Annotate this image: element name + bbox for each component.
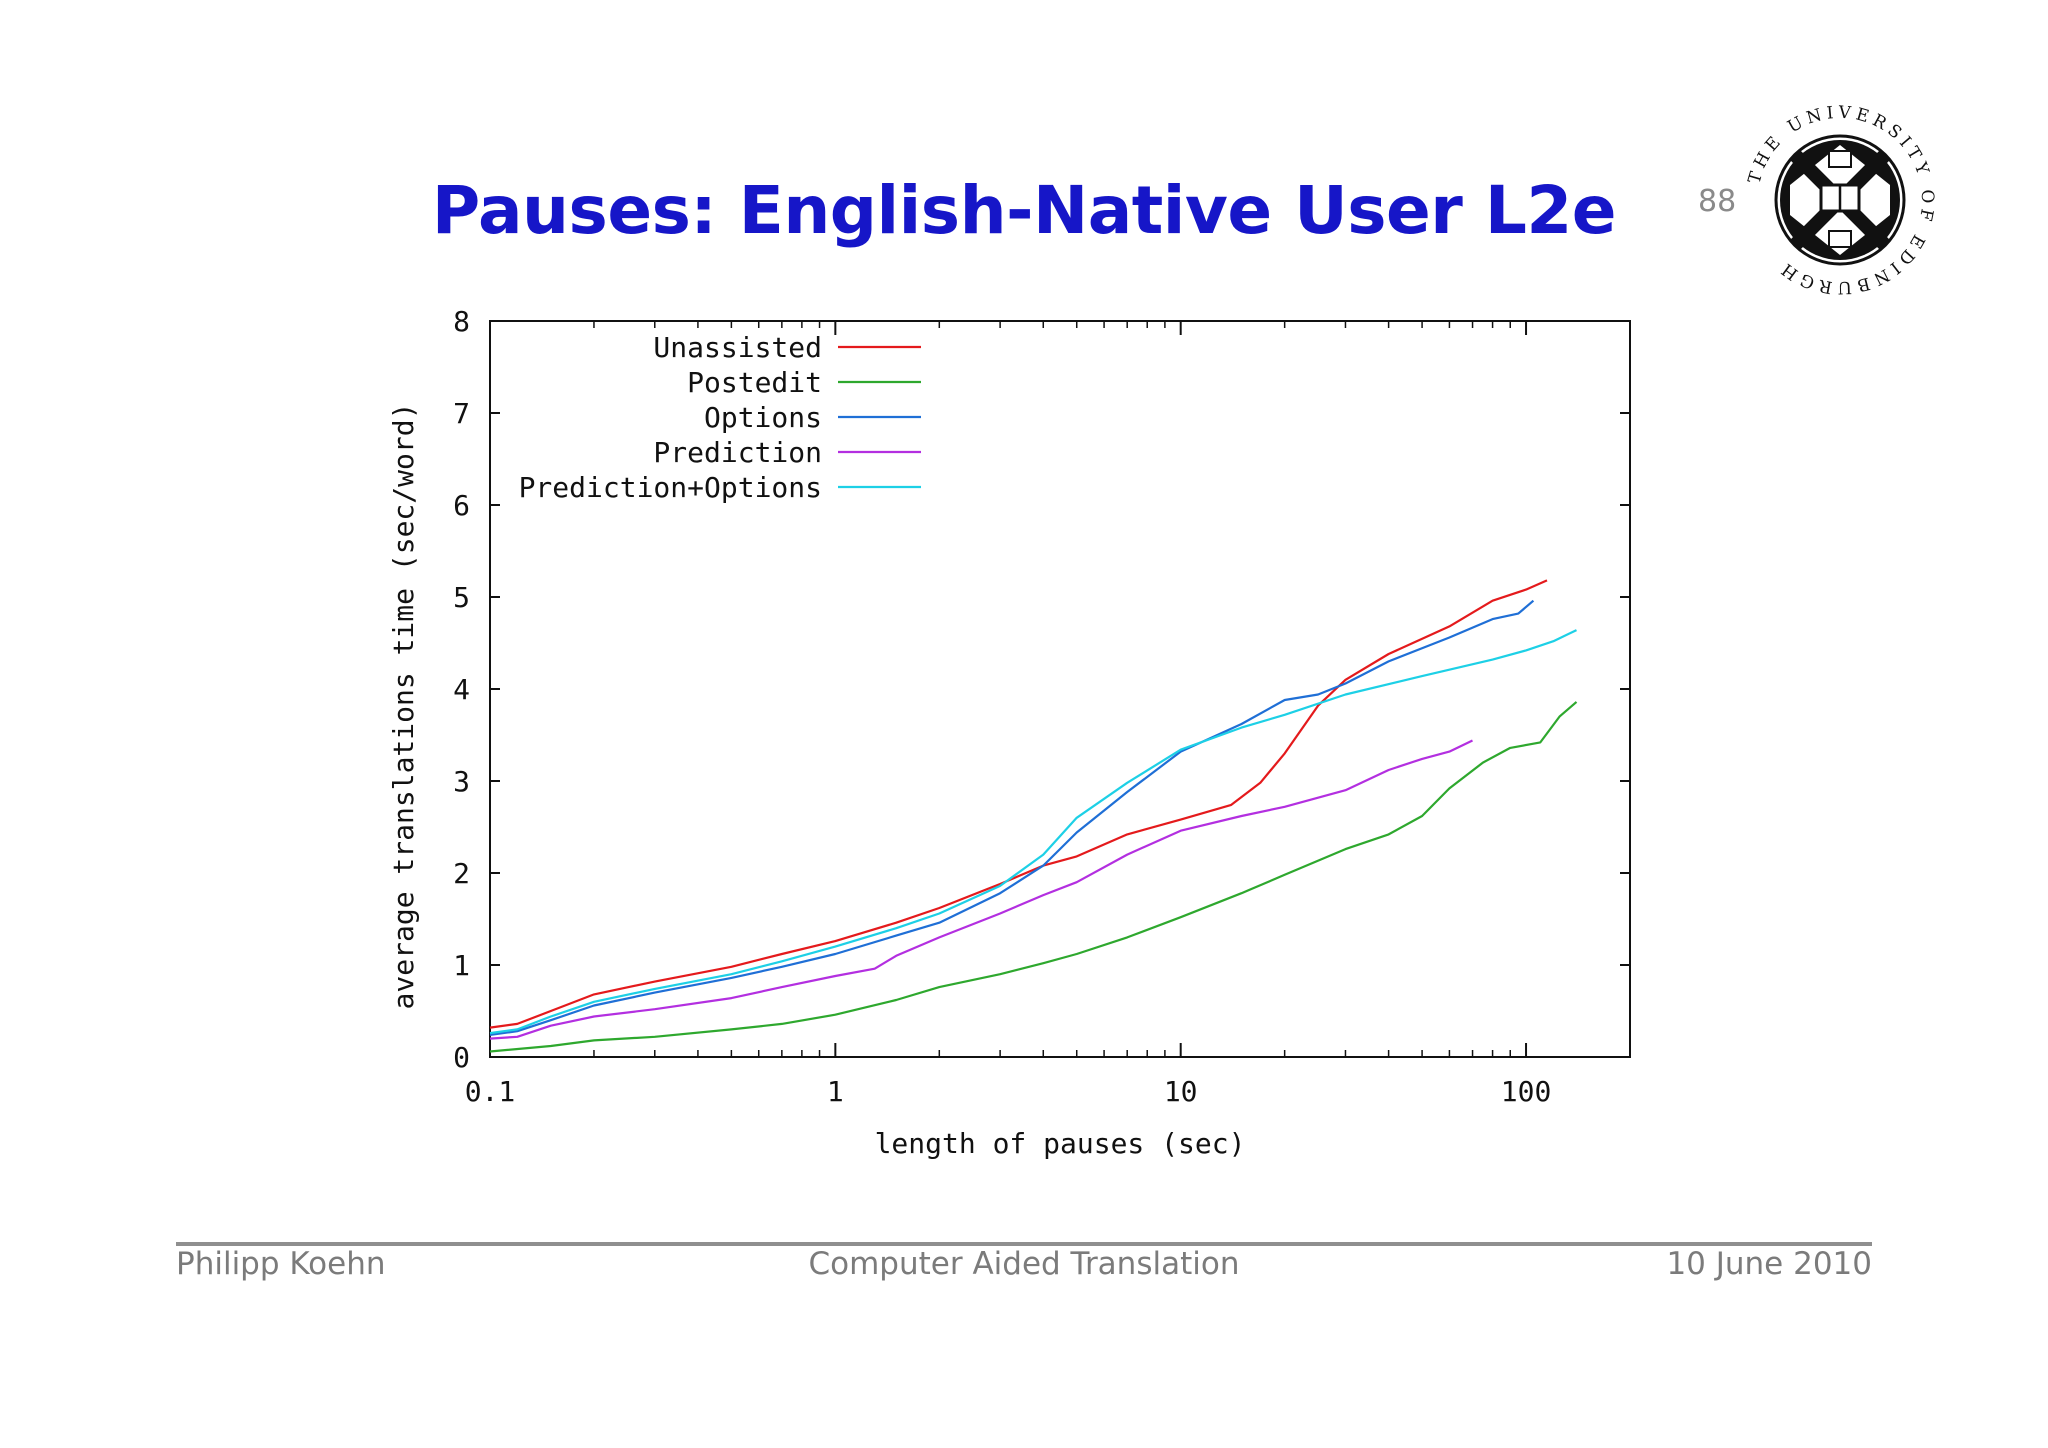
legend-label: Unassisted — [653, 331, 822, 364]
y-tick-label: 3 — [453, 765, 470, 798]
series-line-postedit — [489, 701, 1578, 1053]
university-logo: THE UNIVERSITY OF EDINBURGH — [1745, 105, 1934, 295]
footer-course: Computer Aided Translation — [808, 1246, 1240, 1282]
slide-title: Pauses: English-Native User L2e — [431, 172, 1617, 249]
page-number: 88 — [1698, 184, 1737, 219]
y-tick-label: 8 — [453, 305, 470, 338]
x-tick-label: 1 — [827, 1075, 844, 1108]
y-tick-label: 7 — [453, 397, 470, 430]
footer-rule — [176, 1242, 1872, 1246]
x-tick-label: 0.1 — [465, 1075, 516, 1108]
y-tick-label: 2 — [453, 857, 470, 890]
x-tick-label: 100 — [1501, 1075, 1552, 1108]
y-tick-label: 6 — [453, 489, 470, 522]
x-tick-label: 10 — [1164, 1075, 1198, 1108]
legend-label: Options — [704, 401, 822, 434]
footer-author: Philipp Koehn — [176, 1246, 386, 1282]
y-tick-label: 1 — [453, 949, 470, 982]
y-axis-title: average translations time (sec/word) — [387, 403, 420, 1010]
legend-label: Prediction+Options — [519, 471, 822, 504]
legend-label: Prediction — [653, 436, 822, 469]
plot-frame — [489, 320, 1631, 1058]
series-line-prediction-options — [489, 629, 1577, 1035]
series-line-unassisted — [489, 579, 1548, 1029]
series-line-prediction — [489, 739, 1473, 1040]
x-axis-title: length of pauses (sec) — [875, 1127, 1246, 1160]
y-tick-label: 5 — [453, 581, 470, 614]
y-tick-label: 4 — [453, 673, 470, 706]
series-line-options — [489, 599, 1535, 1036]
footer-date: 10 June 2010 — [1666, 1246, 1872, 1282]
legend-label: Postedit — [687, 366, 822, 399]
y-tick-label: 0 — [453, 1041, 470, 1074]
